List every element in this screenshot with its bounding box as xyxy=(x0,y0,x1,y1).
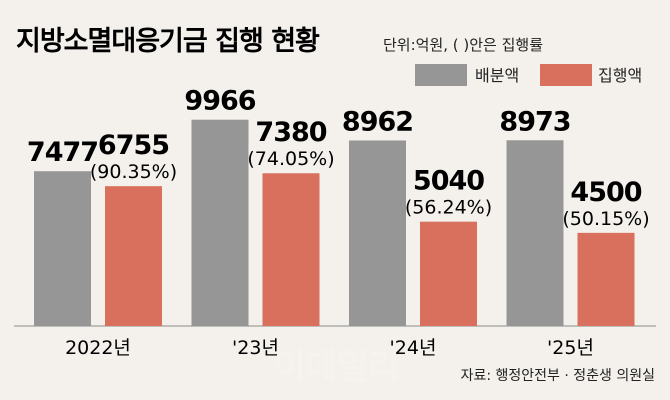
legend-label-executed: 집행액 xyxy=(598,66,642,85)
bar-executed-1 xyxy=(262,173,320,326)
legend-swatch-executed xyxy=(540,64,592,86)
chart-title: 지방소멸대응기금 집행 현황 xyxy=(16,26,320,57)
value-label-executed-3: 4500 xyxy=(570,177,641,208)
watermark: 이데일리 xyxy=(274,347,399,387)
bar-executed-2 xyxy=(420,221,477,326)
category-label-0: 2022년 xyxy=(65,337,131,359)
rate-label-0: (90.35%) xyxy=(90,161,177,183)
rate-label-3: (50.15%) xyxy=(562,208,649,230)
category-label-1: '23년 xyxy=(232,337,279,359)
bar-allocated-3 xyxy=(506,140,564,326)
category-label-3: '25년 xyxy=(547,337,594,359)
bar-allocated-1 xyxy=(191,119,249,326)
bar-allocated-2 xyxy=(349,140,406,326)
value-label-executed-1: 7380 xyxy=(255,117,326,148)
value-label-allocated-1: 9966 xyxy=(184,86,255,117)
unit-note: 단위:억원, ( )안은 집행률 xyxy=(383,36,543,54)
legend-label-allocated: 배분액 xyxy=(475,66,519,85)
source-note: 자료: 행정안전부 · 정춘생 의원실 xyxy=(461,368,655,384)
value-label-executed-2: 5040 xyxy=(413,166,484,197)
value-label-allocated-0: 7477 xyxy=(27,137,98,168)
bar-allocated-0 xyxy=(34,171,91,326)
value-label-executed-0: 6755 xyxy=(98,130,169,161)
rate-label-2: (56.24%) xyxy=(405,197,492,219)
category-label-2: '24년 xyxy=(390,337,437,359)
rate-label-1: (74.05%) xyxy=(247,148,334,170)
bar-executed-3 xyxy=(577,232,635,326)
bar-executed-0 xyxy=(105,186,162,326)
value-label-allocated-3: 8973 xyxy=(499,106,570,137)
legend-swatch-allocated xyxy=(415,64,467,86)
bar-layer xyxy=(34,119,635,326)
legend: 배분액 집행액 xyxy=(415,64,642,86)
value-label-allocated-2: 8962 xyxy=(342,106,413,137)
